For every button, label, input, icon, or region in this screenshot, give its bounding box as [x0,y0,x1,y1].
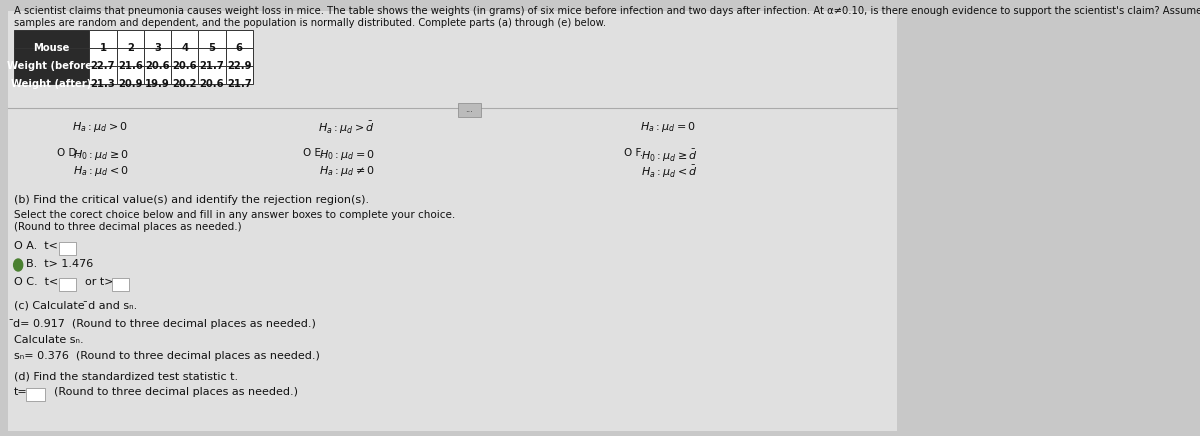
Bar [89,48,116,66]
Bar [25,388,46,401]
Bar [458,103,481,117]
Bar [13,30,89,48]
Text: 5: 5 [209,43,216,53]
Text: $H_a: \mu_d>0$: $H_a: \mu_d>0$ [72,120,127,134]
Text: t=: t= [13,387,28,397]
Text: 22.7: 22.7 [91,61,115,71]
Text: O C.  t<: O C. t< [13,277,58,287]
Text: Weight (before): Weight (before) [7,61,96,71]
Text: $H_0: \mu_d \geq 0$: $H_0: \mu_d \geq 0$ [73,148,130,162]
Text: Weight (after): Weight (after) [11,79,91,89]
Text: $H_a: \mu_d < 0$: $H_a: \mu_d < 0$ [73,164,130,178]
Text: O F.: O F. [624,148,643,158]
Text: O D.: O D. [56,148,79,158]
Text: 6: 6 [235,43,242,53]
Text: O A.  t<: O A. t< [13,241,58,251]
Text: 3: 3 [154,43,161,53]
FancyBboxPatch shape [7,11,896,431]
Text: $H_0: \mu_d = 0$: $H_0: \mu_d = 0$ [319,148,376,162]
Text: $H_0: \mu_d \geq \bar{d}$: $H_0: \mu_d \geq \bar{d}$ [641,148,698,164]
Bar [172,66,198,84]
Bar [226,48,253,66]
Bar [198,30,226,48]
Text: (d) Find the standardized test statistic t.: (d) Find the standardized test statistic… [13,371,238,381]
Text: 21.7: 21.7 [199,61,224,71]
Bar [112,278,128,291]
Text: (Round to three decimal places as needed.): (Round to three decimal places as needed… [47,387,298,397]
Text: ...: ... [466,106,473,115]
Bar [144,66,172,84]
Text: $H_a: \mu_d = 0$: $H_a: \mu_d = 0$ [640,120,696,134]
Text: 20.2: 20.2 [173,79,197,89]
Bar [89,66,116,84]
Bar [89,30,116,48]
Bar [116,48,144,66]
Text: (Round to three decimal places as needed.): (Round to three decimal places as needed… [13,222,241,232]
Text: B.  t> 1.476: B. t> 1.476 [25,259,92,269]
Text: 1: 1 [100,43,107,53]
Text: ̄d= 0.917  (Round to three decimal places as needed.): ̄d= 0.917 (Round to three decimal places… [13,319,317,329]
Bar [198,48,226,66]
Text: or t>: or t> [78,277,114,287]
Text: (b) Find the critical value(s) and identify the rejection region(s).: (b) Find the critical value(s) and ident… [13,195,368,205]
Text: samples are random and dependent, and the population is normally distributed. Co: samples are random and dependent, and th… [13,18,606,28]
Bar [172,48,198,66]
Bar [116,30,144,48]
Text: 20.6: 20.6 [199,79,224,89]
Bar [13,48,89,66]
Text: 21.7: 21.7 [227,79,252,89]
Text: sₙ= 0.376  (Round to three decimal places as needed.): sₙ= 0.376 (Round to three decimal places… [13,351,319,361]
Text: O E.: O E. [302,148,324,158]
Text: 4: 4 [181,43,188,53]
Bar [172,30,198,48]
Bar [59,278,76,291]
Text: 19.9: 19.9 [145,79,170,89]
Bar [59,242,76,255]
Text: A scientist claims that pneumonia causes weight loss in mice. The table shows th: A scientist claims that pneumonia causes… [13,6,1200,16]
Text: 20.6: 20.6 [145,61,169,71]
Bar [144,30,172,48]
Text: 22.9: 22.9 [227,61,252,71]
Text: 21.3: 21.3 [90,79,115,89]
Text: $H_a: \mu_d \neq 0$: $H_a: \mu_d \neq 0$ [319,164,376,178]
Text: $H_a: \mu_d > \bar{d}$: $H_a: \mu_d > \bar{d}$ [318,120,374,136]
Text: $H_a: \mu_d < \bar{d}$: $H_a: \mu_d < \bar{d}$ [641,164,697,180]
Text: Calculate sₙ.: Calculate sₙ. [13,335,83,345]
Bar [198,66,226,84]
Text: 2: 2 [127,43,133,53]
Text: 20.9: 20.9 [118,79,143,89]
Bar [116,66,144,84]
Text: Mouse: Mouse [34,43,70,53]
Text: Select the corect choice below and fill in any answer boxes to complete your cho: Select the corect choice below and fill … [13,210,455,220]
Bar [226,30,253,48]
Text: 21.6: 21.6 [118,61,143,71]
Bar [226,66,253,84]
Bar [13,66,89,84]
Bar [144,48,172,66]
Text: 20.6: 20.6 [173,61,197,71]
Text: (c) Calculate ̄d and sₙ.: (c) Calculate ̄d and sₙ. [13,301,137,311]
Circle shape [13,259,23,271]
